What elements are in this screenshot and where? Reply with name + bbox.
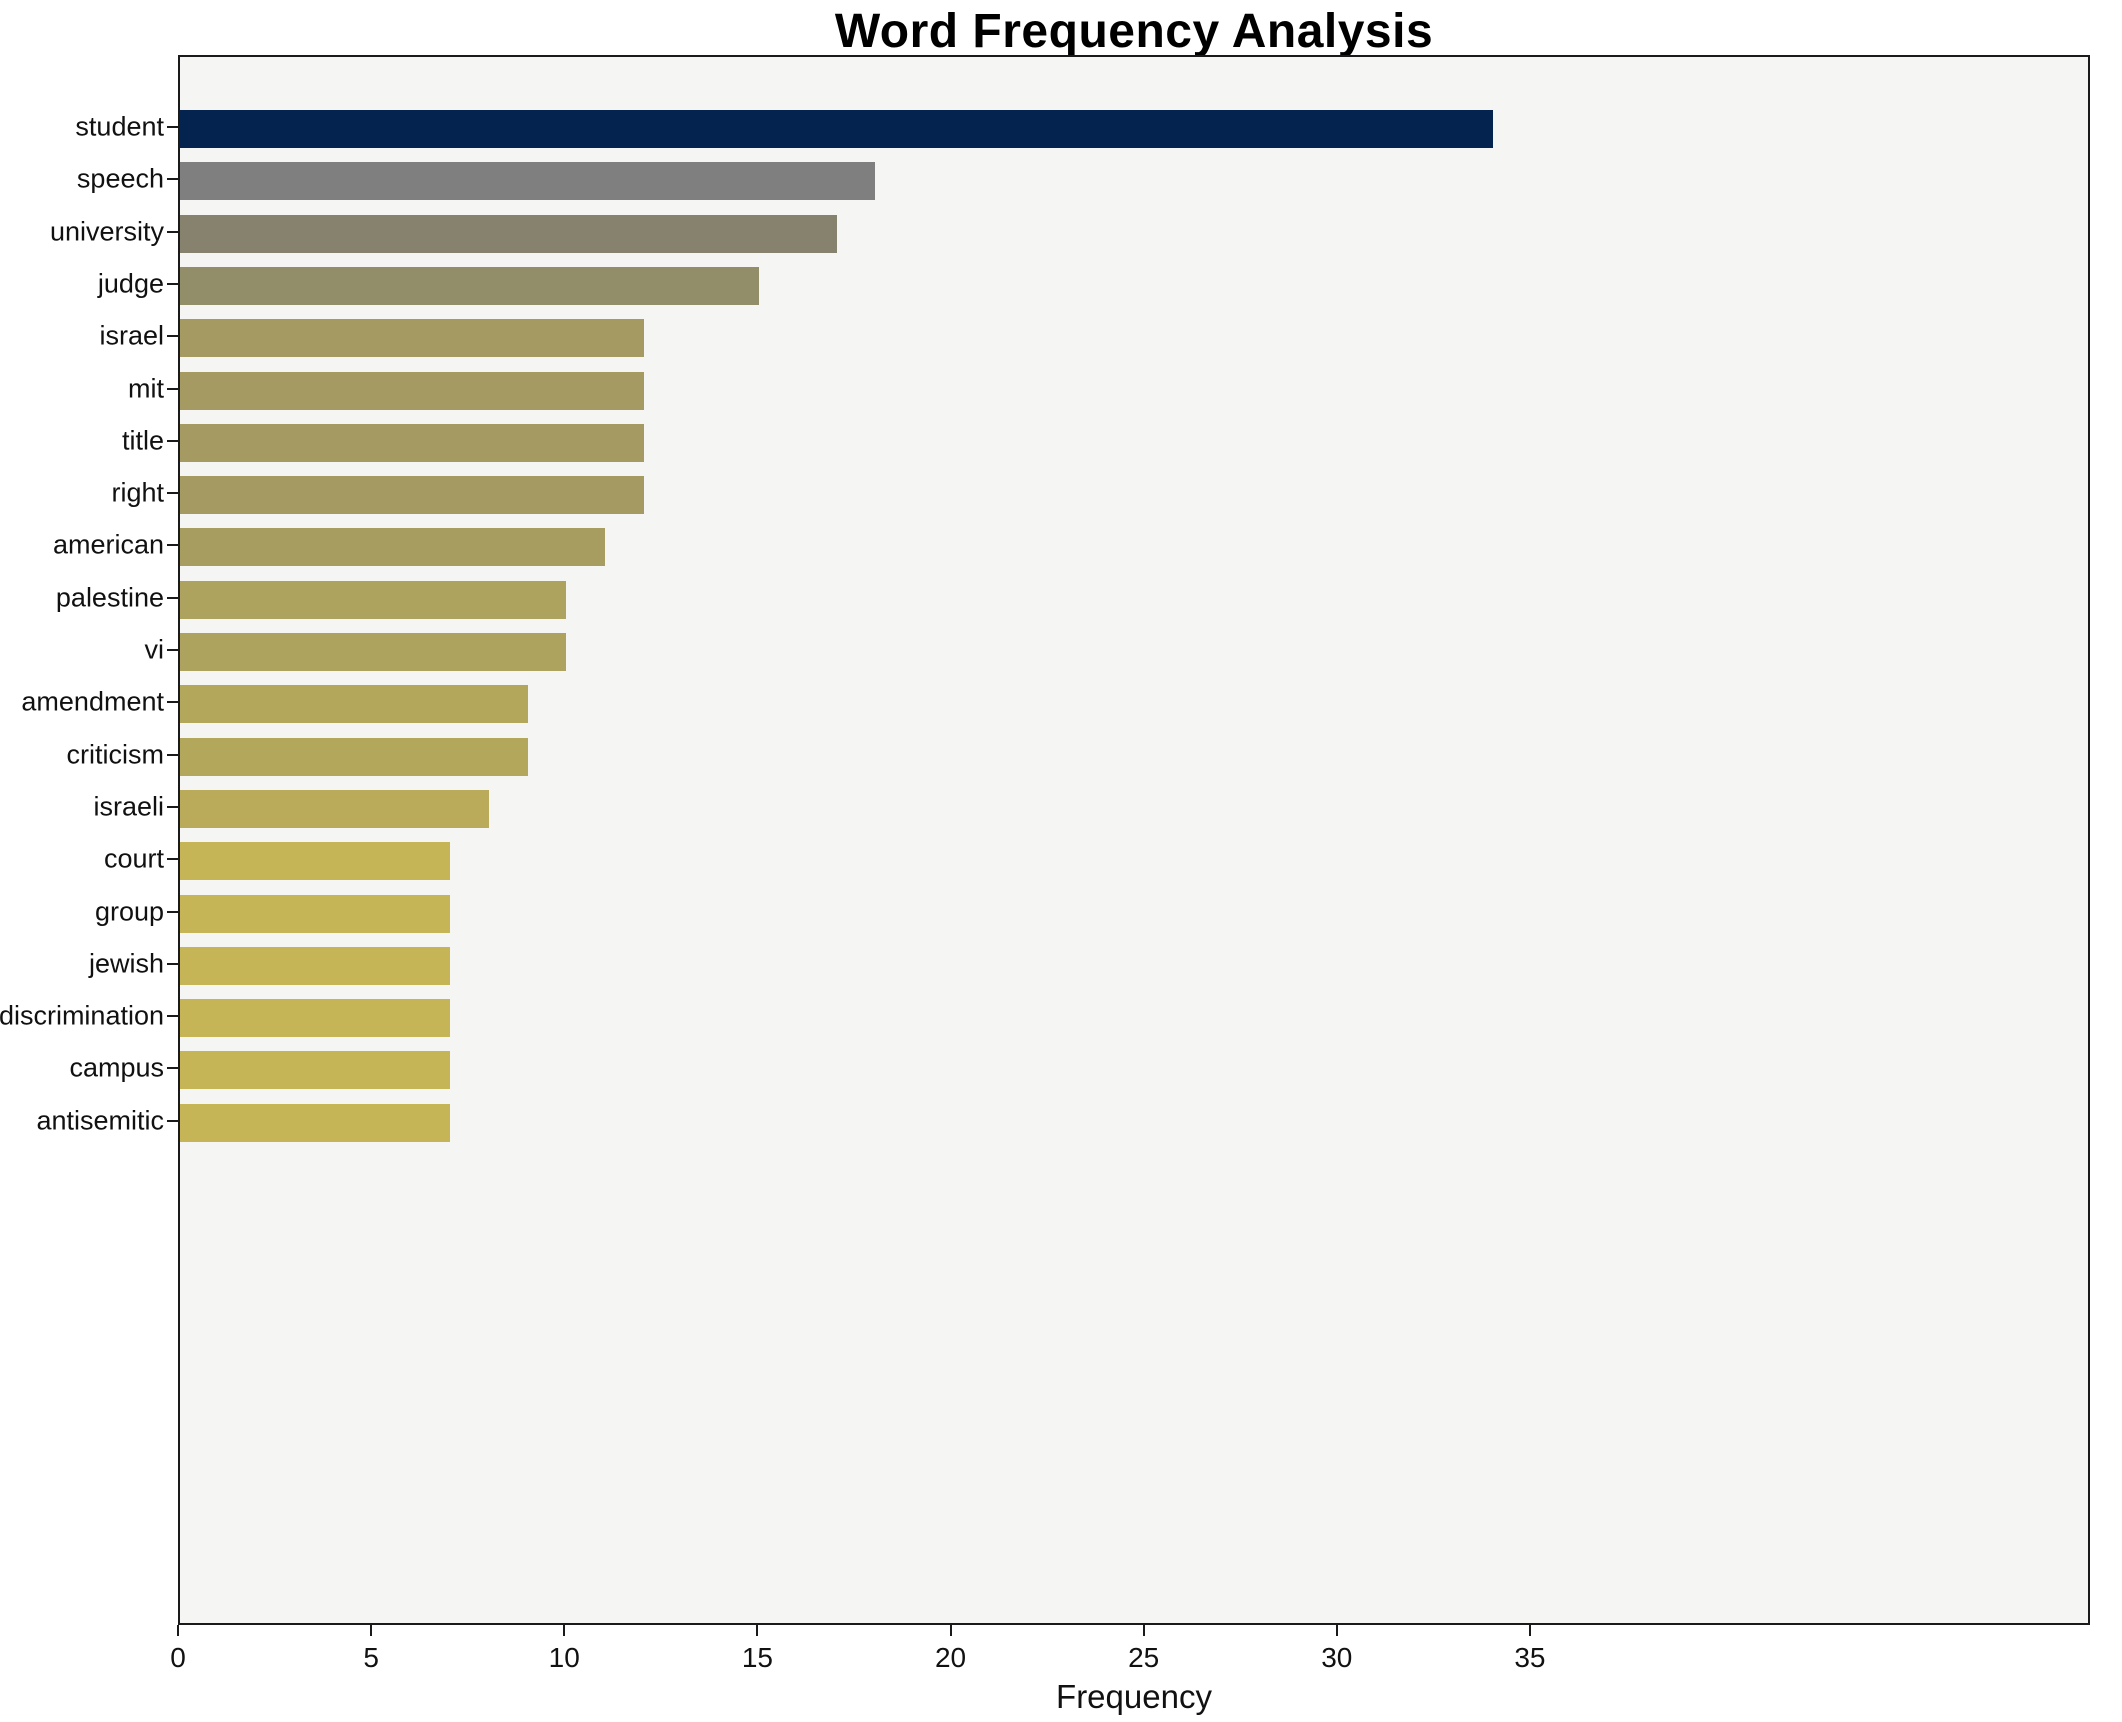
x-tick-label-5: 5 (363, 1642, 379, 1673)
y-tick-mark (167, 1119, 178, 1122)
x-tick-label-20: 20 (934, 1642, 967, 1673)
y-tick-label-group: group (94, 896, 164, 926)
y-tick-mark (167, 910, 178, 913)
bar-american (180, 528, 605, 567)
y-tick-label-antisemitic: antisemitic (36, 1105, 164, 1136)
x-tick-label-30: 30 (1321, 1642, 1353, 1673)
y-tick-mark (167, 596, 178, 599)
y-tick-mark (167, 1015, 178, 1018)
y-tick-mark (167, 858, 178, 861)
y-tick-label-university: university (49, 216, 164, 247)
y-tick-label-title: title (121, 425, 164, 456)
bar-discrimination (180, 999, 451, 1038)
y-tick-mark (167, 1067, 178, 1070)
bar-palestine (180, 580, 567, 619)
x-tick-label-10: 10 (548, 1642, 580, 1673)
y-tick-mark (167, 805, 178, 808)
chart-title: Word Frequency Analysis (834, 5, 1434, 58)
x-tick-mark (1142, 1625, 1145, 1636)
y-tick-mark (167, 335, 178, 338)
y-tick-mark (167, 753, 178, 756)
y-tick-label-amendment: amendment (21, 686, 164, 717)
x-tick-mark (1528, 1625, 1531, 1636)
y-tick-label-mit: mit (128, 373, 164, 403)
bar-title (180, 423, 644, 462)
y-tick-label-discrimination: discrimination (0, 1000, 164, 1031)
y-tick-label-vi: vi (144, 634, 165, 665)
y-tick-mark (167, 544, 178, 547)
bar-mit (180, 371, 644, 410)
x-tick-mark (370, 1625, 373, 1636)
y-tick-label-palestine: palestine (55, 582, 164, 613)
bar-speech (180, 162, 876, 201)
y-tick-label-israel: israel (99, 320, 164, 351)
y-tick-mark (167, 962, 178, 965)
y-tick-mark (167, 230, 178, 233)
y-tick-mark (167, 282, 178, 285)
y-tick-mark (167, 701, 178, 704)
y-tick-mark (167, 439, 178, 442)
bar-israeli (180, 789, 489, 828)
plot-area (178, 55, 2090, 1625)
bar-israel (180, 319, 644, 358)
y-tick-label-judge: judge (97, 268, 164, 299)
bar-campus (180, 1051, 451, 1090)
y-tick-label-israeli: israeli (93, 791, 164, 822)
bar-amendment (180, 685, 528, 724)
bar-judge (180, 266, 760, 305)
bar-court (180, 842, 451, 881)
x-axis-title: Frequency (1056, 1678, 1212, 1715)
y-tick-label-campus: campus (69, 1052, 164, 1083)
y-tick-label-student: student (75, 111, 164, 142)
x-tick-mark (177, 1625, 179, 1636)
bar-student (180, 110, 1494, 148)
x-tick-label-0: 0 (170, 1642, 186, 1673)
bar-right (180, 476, 644, 515)
x-tick-mark (756, 1625, 759, 1636)
bar-vi (180, 633, 567, 671)
y-tick-label-american: american (52, 529, 164, 560)
y-tick-label-right: right (111, 477, 164, 508)
bar-university (180, 214, 837, 253)
y-tick-mark (167, 126, 178, 128)
x-tick-mark (949, 1625, 952, 1636)
y-tick-label-jewish: jewish (88, 948, 164, 979)
x-tick-label-35: 35 (1514, 1642, 1546, 1673)
bar-jewish (180, 946, 451, 985)
y-tick-label-speech: speech (76, 163, 164, 194)
bar-group (180, 894, 451, 933)
x-tick-mark (563, 1625, 566, 1636)
y-tick-mark (167, 492, 178, 495)
bar-antisemitic (180, 1103, 451, 1142)
y-tick-label-criticism: criticism (66, 739, 164, 770)
x-tick-label-15: 15 (741, 1642, 773, 1673)
bar-criticism (180, 737, 528, 776)
y-tick-mark (167, 387, 178, 390)
x-tick-mark (1335, 1625, 1338, 1636)
y-tick-mark (167, 649, 178, 651)
y-tick-mark (167, 178, 178, 181)
x-tick-label-25: 25 (1128, 1642, 1160, 1673)
y-tick-label-court: court (103, 843, 164, 874)
